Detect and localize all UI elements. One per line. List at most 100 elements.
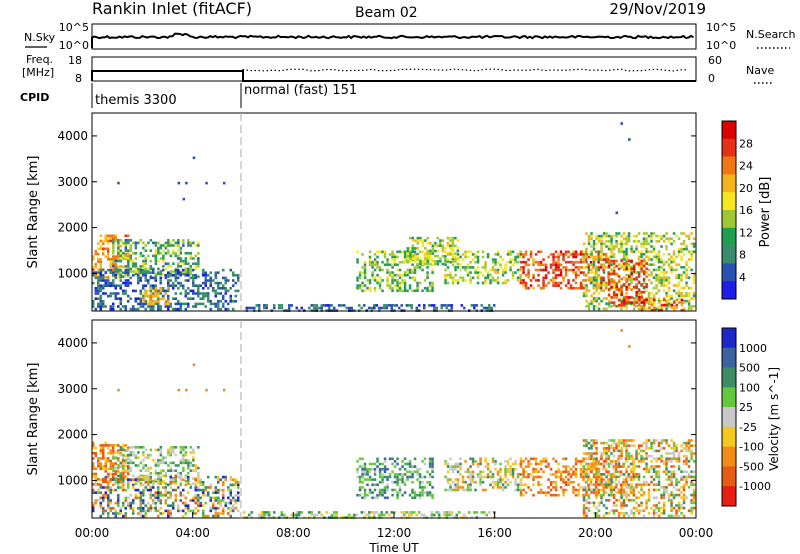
heatmap-point bbox=[192, 363, 196, 367]
heatmap-cell bbox=[204, 488, 207, 492]
heatmap-cell bbox=[454, 252, 457, 255]
heatmap-cell bbox=[610, 486, 613, 489]
heatmap-cell bbox=[600, 299, 603, 303]
heatmap-cell bbox=[627, 465, 630, 468]
heatmap-cell bbox=[592, 504, 596, 507]
heatmap-cell bbox=[102, 279, 105, 282]
heatmap-cell bbox=[662, 447, 666, 450]
nave-series-line bbox=[242, 68, 689, 72]
heatmap-cell bbox=[114, 276, 117, 280]
heatmap-cell bbox=[635, 285, 638, 289]
heatmap-cell bbox=[396, 491, 399, 494]
heatmap-cell bbox=[597, 491, 600, 494]
heatmap-cell bbox=[164, 486, 167, 489]
heatmap-cell bbox=[466, 467, 470, 471]
heatmap-cell bbox=[677, 506, 681, 510]
heatmap-cell bbox=[620, 473, 623, 476]
heatmap-cell bbox=[620, 504, 623, 507]
heatmap-cell bbox=[627, 514, 631, 518]
heatmap-cell bbox=[117, 481, 120, 484]
heatmap-cell bbox=[685, 480, 688, 484]
heatmap-cell bbox=[227, 279, 230, 282]
heatmap-cell bbox=[602, 504, 606, 507]
heatmap-cell bbox=[378, 475, 382, 479]
colorbar-segment bbox=[722, 367, 736, 388]
heatmap-cell bbox=[682, 506, 686, 510]
heatmap-cell bbox=[665, 460, 668, 463]
heatmap-cell bbox=[174, 244, 178, 247]
heatmap-cell bbox=[371, 263, 374, 267]
heatmap-cell bbox=[635, 301, 638, 304]
heatmap-cell bbox=[224, 300, 227, 303]
heatmap-cell bbox=[650, 299, 653, 303]
heatmap-cell bbox=[119, 472, 123, 475]
heatmap-cell bbox=[605, 232, 608, 235]
heatmap-cell bbox=[154, 496, 157, 500]
heatmap-cell bbox=[122, 466, 125, 470]
heatmap-cell bbox=[496, 470, 500, 474]
heatmap-cell bbox=[142, 271, 145, 274]
heatmap-cell bbox=[476, 266, 480, 269]
heatmap-cell bbox=[612, 465, 616, 468]
heatmap-cell bbox=[127, 234, 130, 238]
heatmap-cell bbox=[122, 472, 125, 476]
heatmap-cell bbox=[227, 488, 230, 492]
heatmap-cell bbox=[680, 478, 683, 481]
heatmap-cell bbox=[602, 242, 606, 246]
heatmap-cell bbox=[677, 454, 681, 458]
heatmap-cell bbox=[587, 478, 591, 481]
heatmap-cell bbox=[592, 439, 596, 442]
heatmap-cell bbox=[184, 479, 188, 483]
heatmap-cell bbox=[446, 244, 450, 248]
heatmap-cell bbox=[554, 486, 558, 489]
heatmap-cell bbox=[139, 297, 142, 300]
heatmap-cell bbox=[567, 473, 570, 476]
heatmap-cell bbox=[137, 446, 140, 449]
heatmap-cell bbox=[409, 252, 412, 255]
heatmap-cell bbox=[194, 479, 198, 483]
heatmap-cell bbox=[159, 305, 162, 308]
heatmap-cell bbox=[99, 279, 102, 282]
heatmap-cell bbox=[610, 493, 613, 497]
heatmap-cell bbox=[615, 272, 618, 276]
heatmap-cell bbox=[132, 453, 135, 457]
heatmap-cell bbox=[212, 504, 215, 507]
y-tick-label: 1000 bbox=[57, 266, 88, 280]
heatmap-cell bbox=[657, 240, 661, 243]
heatmap-cell bbox=[127, 479, 130, 483]
heatmap-cell bbox=[600, 250, 603, 253]
heatmap-cell bbox=[386, 263, 389, 267]
heatmap-cell bbox=[612, 488, 616, 492]
heatmap-cell bbox=[333, 306, 336, 310]
heatmap-cell bbox=[222, 494, 225, 497]
heatmap-cell bbox=[607, 286, 611, 290]
heatmap-cell bbox=[162, 244, 165, 247]
heatmap-cell bbox=[411, 239, 415, 242]
heatmap-cell bbox=[124, 444, 127, 447]
heatmap-cell bbox=[675, 514, 678, 518]
heatmap-cell bbox=[685, 462, 688, 466]
heatmap-cell bbox=[358, 304, 361, 307]
heatmap-cell bbox=[620, 486, 623, 489]
heatmap-cell bbox=[159, 446, 163, 449]
heatmap-cell bbox=[122, 504, 125, 507]
heatmap-cell bbox=[554, 273, 558, 277]
heatmap-cell bbox=[426, 252, 430, 255]
heatmap-cell bbox=[416, 253, 419, 256]
heatmap-cell bbox=[333, 513, 336, 517]
heatmap-cell bbox=[214, 486, 217, 489]
heatmap-cell bbox=[167, 300, 170, 303]
heatmap-cell bbox=[154, 448, 158, 452]
heatmap-cell bbox=[662, 240, 666, 243]
heatmap-cell bbox=[378, 491, 382, 494]
heatmap-cell bbox=[682, 454, 686, 458]
heatmap-cell bbox=[416, 241, 420, 245]
heatmap-cell bbox=[675, 255, 678, 259]
heatmap-cell bbox=[360, 306, 363, 310]
heatmap-cell bbox=[182, 302, 185, 306]
heatmap-cell bbox=[670, 255, 673, 259]
heatmap-cell bbox=[416, 266, 419, 269]
heatmap-cell bbox=[132, 265, 135, 268]
heatmap-cell bbox=[609, 483, 613, 487]
heatmap-cell bbox=[373, 276, 377, 280]
